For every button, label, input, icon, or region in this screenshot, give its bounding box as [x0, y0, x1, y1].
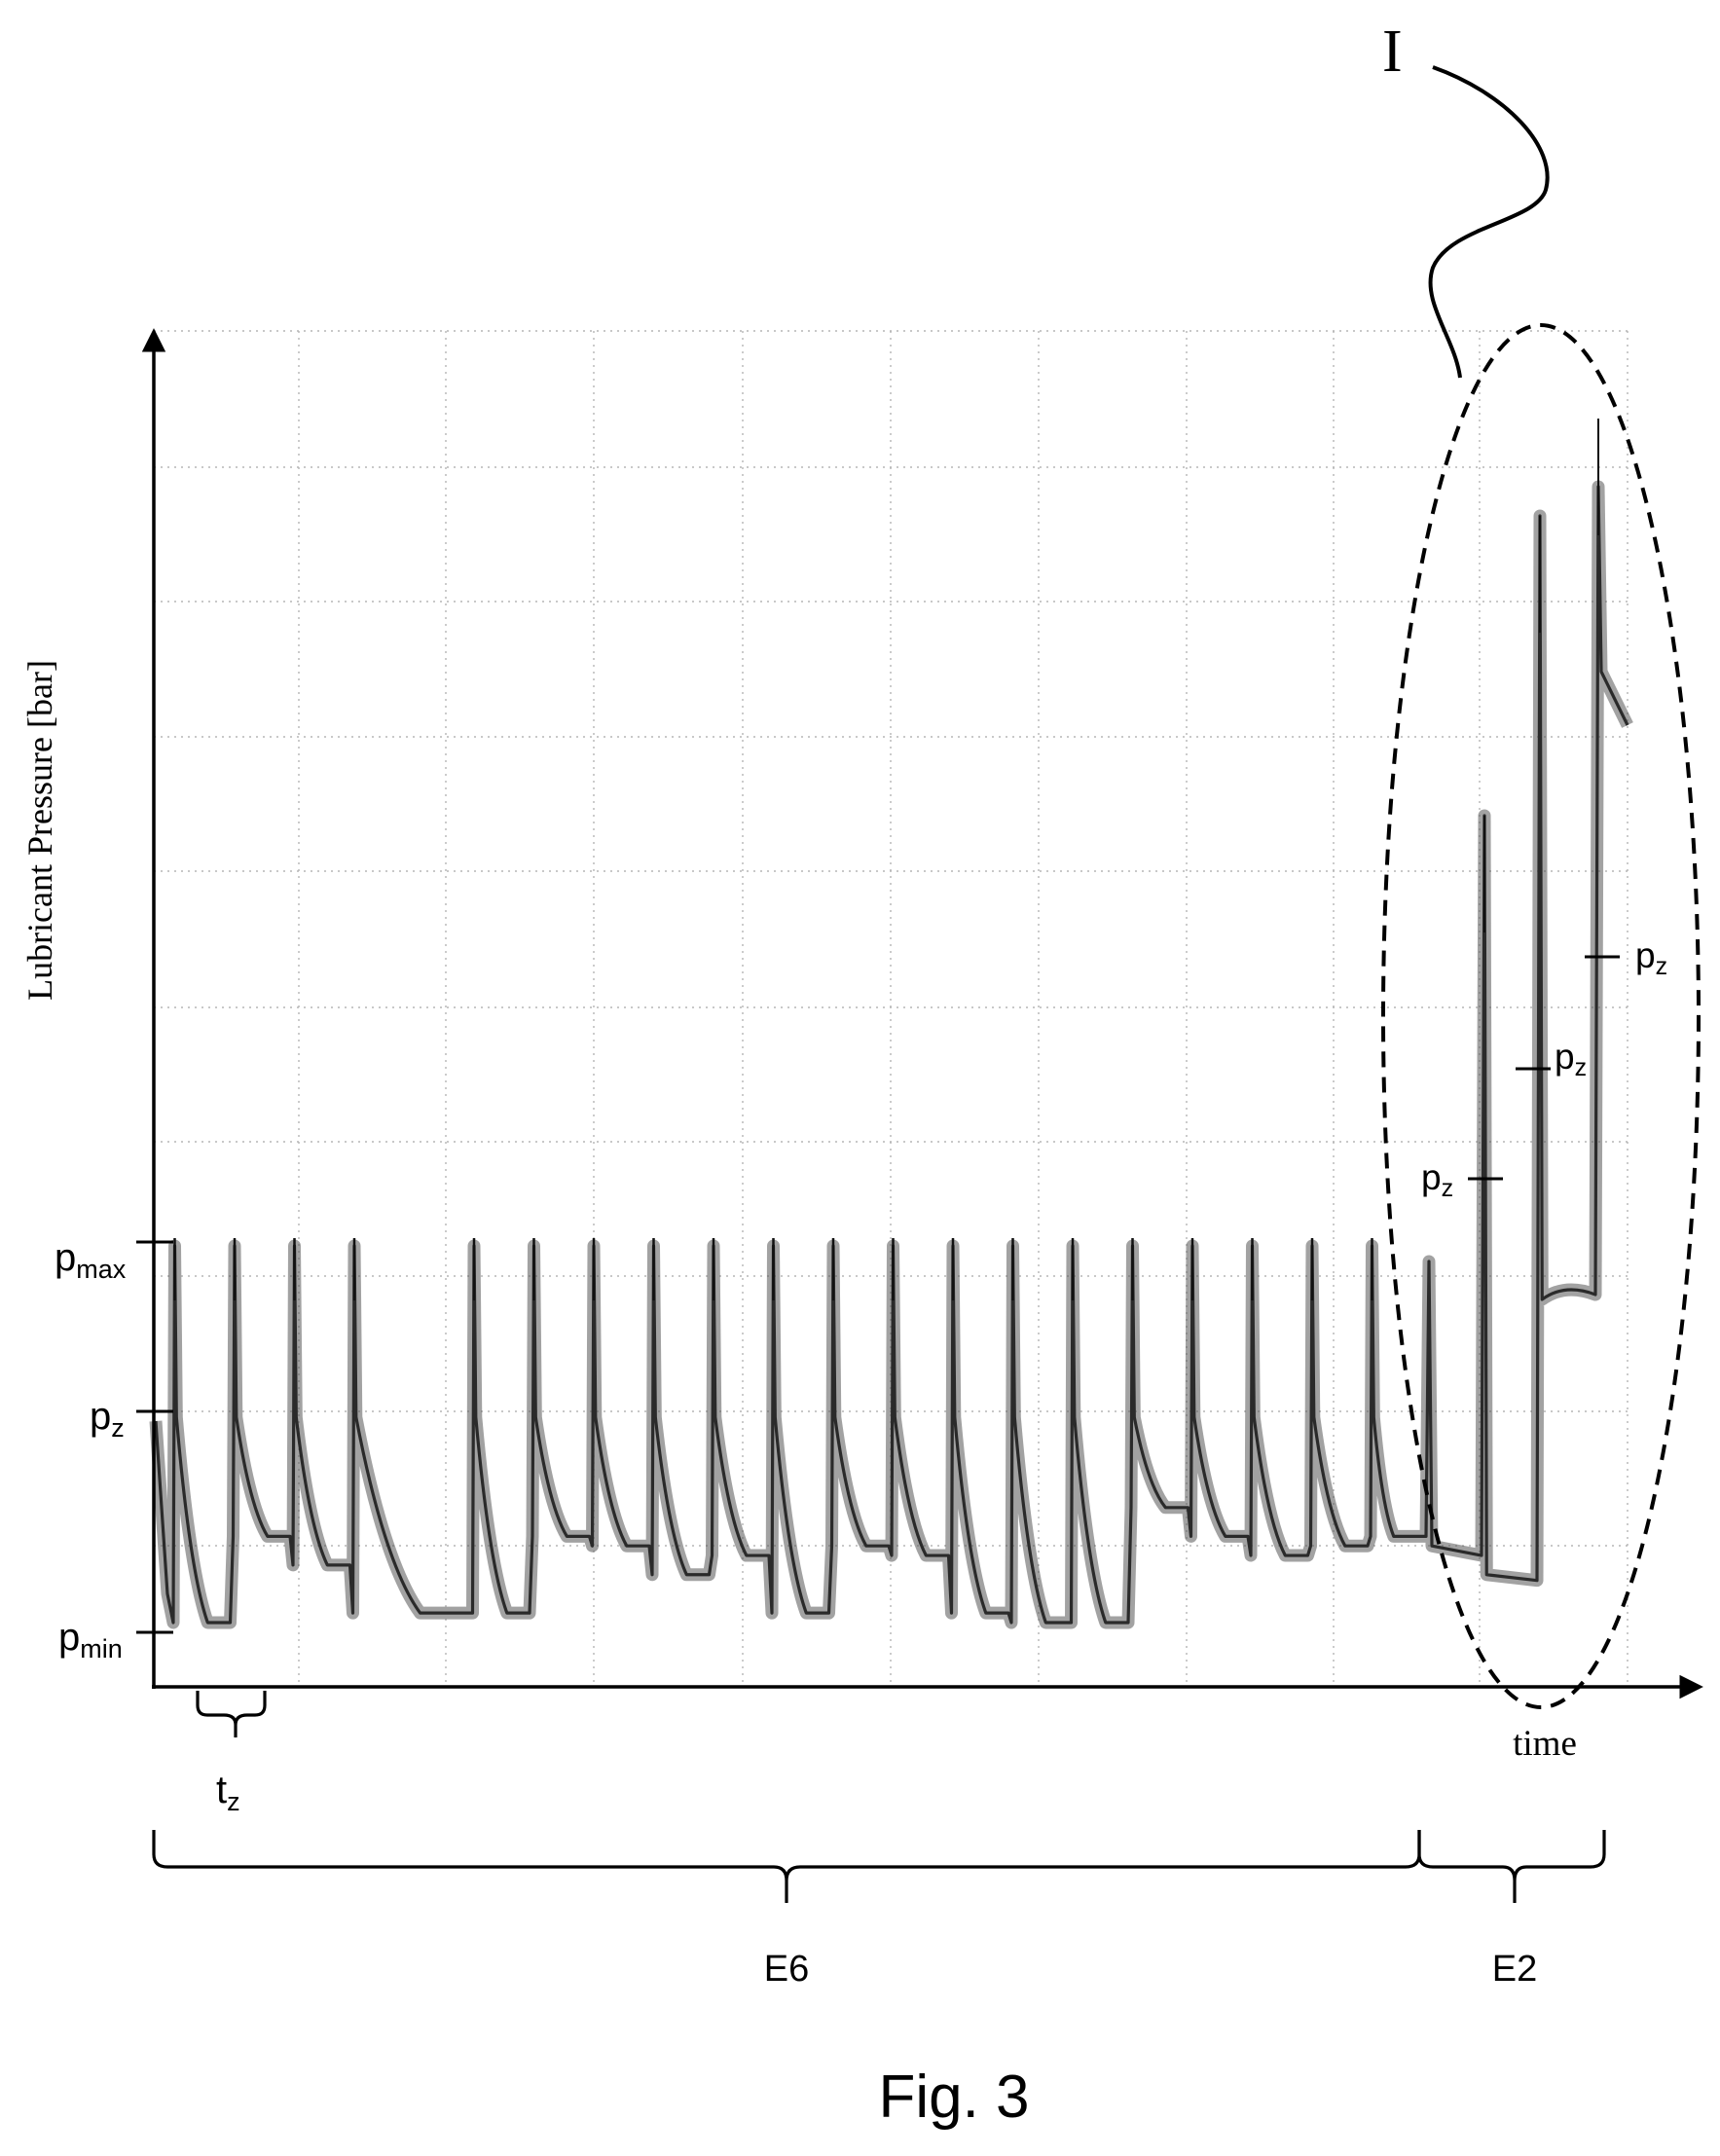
ellipse-leader-line — [1428, 65, 1550, 379]
tz-label-sub: z — [227, 1787, 240, 1816]
highlight-ellipse — [1381, 323, 1701, 1709]
pz-marker-3-base: p — [1635, 935, 1656, 975]
pz-marker-3-sub: z — [1656, 953, 1668, 980]
pz-marker-1-sub: z — [1442, 1175, 1454, 1202]
e2-label: E2 — [1492, 1949, 1537, 1990]
tz-brace — [196, 1691, 267, 1737]
pressure-trace-line — [154, 485, 1629, 1625]
pz-marker-1-label: pz — [1421, 1157, 1453, 1202]
e2-brace — [1417, 1830, 1606, 1903]
pmin-label-base: p — [58, 1616, 80, 1659]
pz-label-sub: z — [111, 1413, 125, 1443]
pressure-trace — [149, 419, 1633, 1629]
pmin-label-sub: min — [80, 1634, 123, 1663]
pz-label: pz — [90, 1395, 125, 1443]
ellipse-label: I — [1382, 18, 1403, 85]
tz-label-base: t — [216, 1769, 227, 1811]
e6-label: E6 — [764, 1949, 809, 1990]
pmax-label: pmax — [55, 1236, 127, 1284]
y-axis-label: Lubricant Pressure [bar] — [20, 660, 59, 1001]
pz-label-base: p — [90, 1395, 111, 1438]
pmax-label-sub: max — [76, 1255, 127, 1284]
tz-label: tz — [216, 1769, 240, 1816]
x-axis-label: time — [1513, 1724, 1577, 1764]
pmax-label-base: p — [55, 1236, 76, 1279]
pz-marker-3-label: pz — [1635, 935, 1667, 980]
pz-marker-2-label: pz — [1555, 1037, 1587, 1081]
pz-marker-1-base: p — [1421, 1157, 1442, 1197]
e6-brace — [152, 1830, 1421, 1903]
figure-caption: Fig. 3 — [878, 2064, 1029, 2131]
pz-marker-2-base: p — [1555, 1037, 1575, 1077]
pmin-label: pmin — [58, 1616, 123, 1663]
pz-marker-2-sub: z — [1575, 1054, 1588, 1081]
